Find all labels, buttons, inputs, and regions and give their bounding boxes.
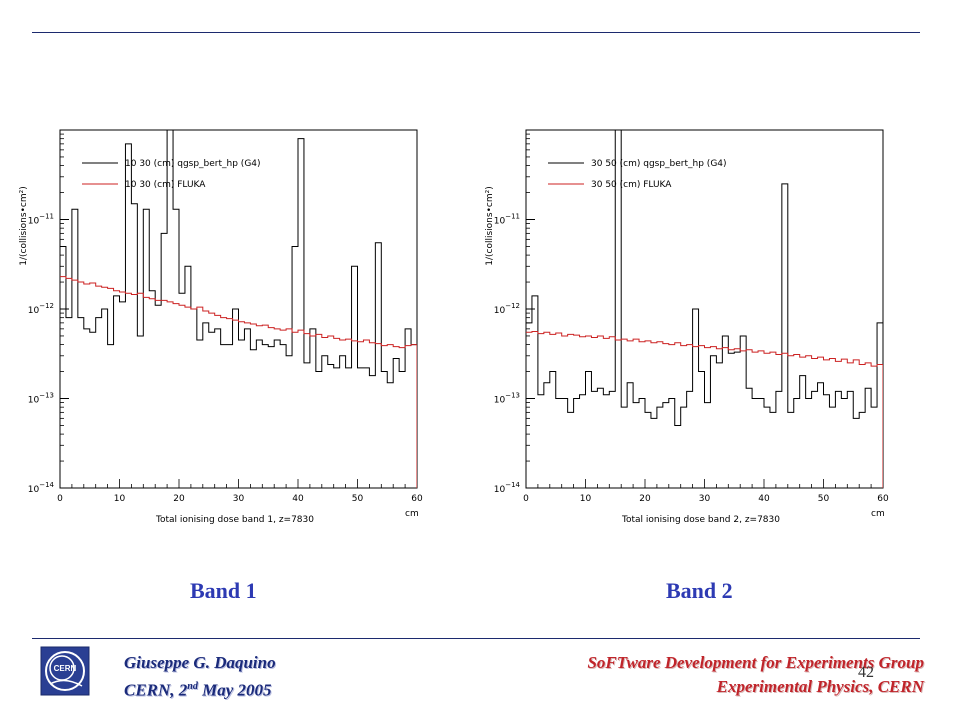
band-1-label: Band 1	[190, 578, 257, 603]
presentation-date: CERN, 2nd May 2005	[124, 675, 276, 703]
chart-1-y-tick-label: 10−11	[28, 213, 54, 227]
footer-divider	[32, 638, 920, 639]
chart-1-x-tick-label: 10	[114, 494, 126, 504]
chart-1-x-axis-label: Total ionising dose band 1, z=7830	[155, 515, 314, 525]
chart-1-legend-2-label: 10 30 (cm) FLUKA	[125, 180, 206, 190]
chart-2-series-1-line	[526, 130, 883, 488]
date-suffix: May 2005	[197, 680, 272, 700]
chart-2-legend-2-label: 30 50 (cm) FLUKA	[591, 180, 672, 190]
chart-1-y-tick-label: 10−13	[28, 392, 54, 406]
chart-2-legend-1-label: 30 50 (cm) qgsp_bert_hp (G4)	[591, 159, 727, 169]
chart-1-y-axis-label: 1/(collisions•cm²)	[19, 186, 29, 265]
chart-1-x-tick-label: 20	[173, 494, 185, 504]
chart-1-series-1-line	[60, 130, 417, 488]
chart-1-x-tick-label: 50	[352, 494, 364, 504]
top-divider	[32, 32, 920, 33]
chart-2-x-tick-label: 40	[758, 494, 770, 504]
chart-2-x-tick-label: 50	[818, 494, 830, 504]
chart-2-y-tick-label: 10−14	[494, 481, 521, 495]
footer-group-block: SoFTware Development for Experiments Gro…	[587, 651, 924, 699]
chart-1-x-unit-label: cm	[405, 509, 419, 519]
date-superscript: nd	[187, 681, 198, 692]
chart-2-y-axis-label: 1/(collisions•cm²)	[485, 186, 495, 265]
page-number: 42	[858, 664, 874, 681]
chart-1-series-2-line	[60, 276, 417, 488]
chart-2-series-2-line	[526, 331, 883, 488]
chart-2-x-tick-label: 20	[639, 494, 651, 504]
logo-text: CERN	[54, 664, 77, 673]
chart-1-x-tick-label: 0	[57, 494, 63, 504]
date-prefix: CERN, 2	[124, 680, 188, 700]
chart-1-x-tick-label: 30	[233, 494, 245, 504]
band-2-label: Band 2	[666, 578, 733, 603]
chart-1-x-tick-label: 60	[411, 494, 423, 504]
cern-logo-icon: CERN	[40, 646, 90, 696]
chart-2-x-tick-label: 10	[580, 494, 592, 504]
chart-2-x-tick-label: 0	[523, 494, 529, 504]
chart-2-x-axis-label: Total ionising dose band 2, z=7830	[621, 515, 780, 525]
chart-2-y-tick-label: 10−12	[494, 302, 520, 316]
chart-1-legend-1-label: 10 30 (cm) qgsp_bert_hp (G4)	[125, 159, 261, 169]
chart-1-y-tick-label: 10−14	[28, 481, 55, 495]
chart-2-y-tick-label: 10−11	[494, 213, 520, 227]
chart-2-x-tick-label: 30	[699, 494, 711, 504]
chart-band-2: 10−11 10−12 10−13 10−140 10 20 30 40 50 60 Total i…	[485, 129, 889, 525]
group-name: SoFTware Development for Experiments Gro…	[587, 653, 924, 672]
chart-1-x-tick-label: 40	[292, 494, 304, 504]
chart-band-1: 10−11 10−12 10−13 10−140 10 20 30 40 50 60 Total i…	[19, 129, 423, 525]
chart-2-x-tick-label: 60	[877, 494, 889, 504]
department-name: Experimental Physics, CERN	[716, 677, 924, 696]
author-name: Giuseppe G. Daquino	[124, 653, 276, 672]
chart-2-x-unit-label: cm	[871, 509, 885, 519]
chart-1-y-tick-label: 10−12	[28, 302, 54, 316]
footer-author-block: Giuseppe G. Daquino CERN, 2nd May 2005	[124, 651, 276, 703]
chart-2-y-tick-label: 10−13	[494, 392, 520, 406]
